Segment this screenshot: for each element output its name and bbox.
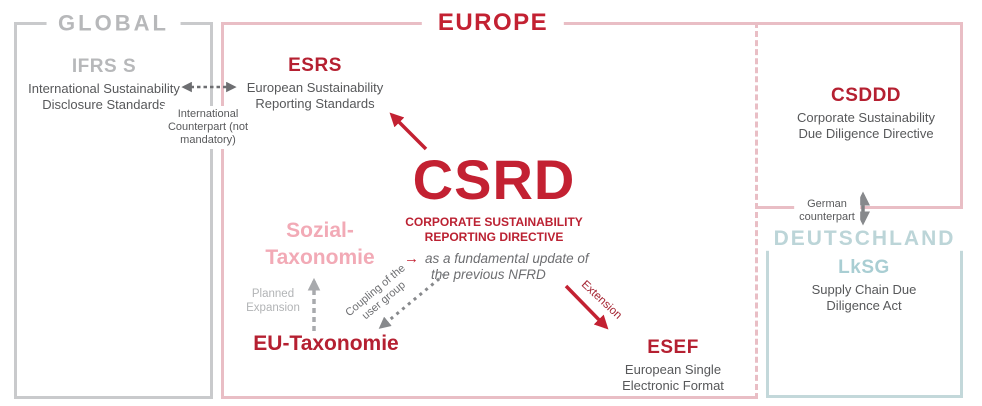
extension-label: Extension: [578, 278, 624, 322]
csrd-nfrd-note: → as a fundamental update of the previous…: [404, 251, 589, 283]
europe-border-bottom: [221, 396, 758, 399]
europe-border-left: [221, 22, 224, 399]
lksg-block: LkSG Supply Chain Due Diligence Act: [812, 257, 917, 314]
lksg-abbr: LkSG: [838, 257, 890, 278]
eu-taxonomie-label: EU-Taxonomie: [253, 332, 399, 355]
lksg-name-line1: Supply Chain Due: [811, 282, 917, 297]
sozial-taxonomie-line2: Taxonomie: [265, 246, 375, 269]
csrd-block: CSRD CORPORATE SUSTAINABILITY REPORTING …: [405, 148, 583, 245]
esef-name-line1: European Single: [624, 362, 722, 377]
esrs-name-line1: European Sustainability: [246, 80, 384, 95]
csrd-abbr: CSRD: [412, 148, 576, 211]
deutschland-region-title: DEUTSCHLAND: [761, 226, 968, 251]
esrs-block: ESRS European Sustainability Reporting S…: [247, 55, 384, 112]
europe-dashed-divider: [755, 22, 758, 399]
csrd-to-esrs-arrow: [389, 112, 428, 151]
eu-taxonomie-block: EU-Taxonomie: [253, 332, 398, 356]
csddd-cell-bottom-border: [757, 206, 963, 209]
nfrd-note-line2: the previous NFRD: [431, 267, 546, 282]
esrs-name-line2: Reporting Standards: [255, 96, 375, 111]
german-counterpart-label: German counterpart: [794, 196, 860, 226]
planned-expansion-label: Planned Expansion: [246, 288, 300, 314]
international-counterpart-label: International Counterpart (not mandatory…: [162, 106, 254, 149]
nfrd-note-line1: as a fundamental update of: [425, 251, 589, 266]
csrd-caption-line1: CORPORATE SUSTAINABILITY: [405, 215, 583, 229]
esef-abbr: ESEF: [647, 337, 699, 358]
global-region-box: GLOBAL: [14, 10, 213, 399]
europe-region-title: EUROPE: [421, 9, 565, 37]
lksg-name-line2: Diligence Act: [826, 298, 902, 313]
csddd-block: CSDDD Corporate Sustainability Due Dilig…: [797, 85, 935, 142]
deutschland-region-box: DEUTSCHLAND: [761, 226, 968, 398]
csddd-name-line1: Corporate Sustainability: [796, 110, 936, 125]
global-region-title: GLOBAL: [46, 10, 181, 37]
europe-border-right: [960, 22, 963, 209]
ifrs-s-abbr: IFRS S: [71, 56, 137, 77]
csddd-abbr: CSDDD: [830, 85, 902, 106]
ifrs-s-name-line2: Disclosure Standards: [42, 97, 166, 112]
csrd-caption-line2: REPORTING DIRECTIVE: [424, 230, 564, 244]
ifrs-s-block: IFRS S International Sustainability Disc…: [28, 56, 180, 113]
sozial-taxonomie-line1: Sozial-: [286, 219, 354, 242]
sozial-taxonomie-block: Sozial- Taxonomie: [265, 217, 374, 271]
csddd-name-line2: Due Diligence Directive: [798, 126, 934, 141]
esrs-abbr: ESRS: [288, 55, 342, 76]
esef-block: ESEF European Single Electronic Format: [622, 337, 724, 394]
ifrs-s-name-line1: International Sustainability: [28, 81, 180, 96]
europe-border-top: EUROPE: [221, 9, 963, 37]
esef-name-line2: Electronic Format: [622, 378, 724, 393]
right-arrow-icon: →: [404, 250, 419, 267]
